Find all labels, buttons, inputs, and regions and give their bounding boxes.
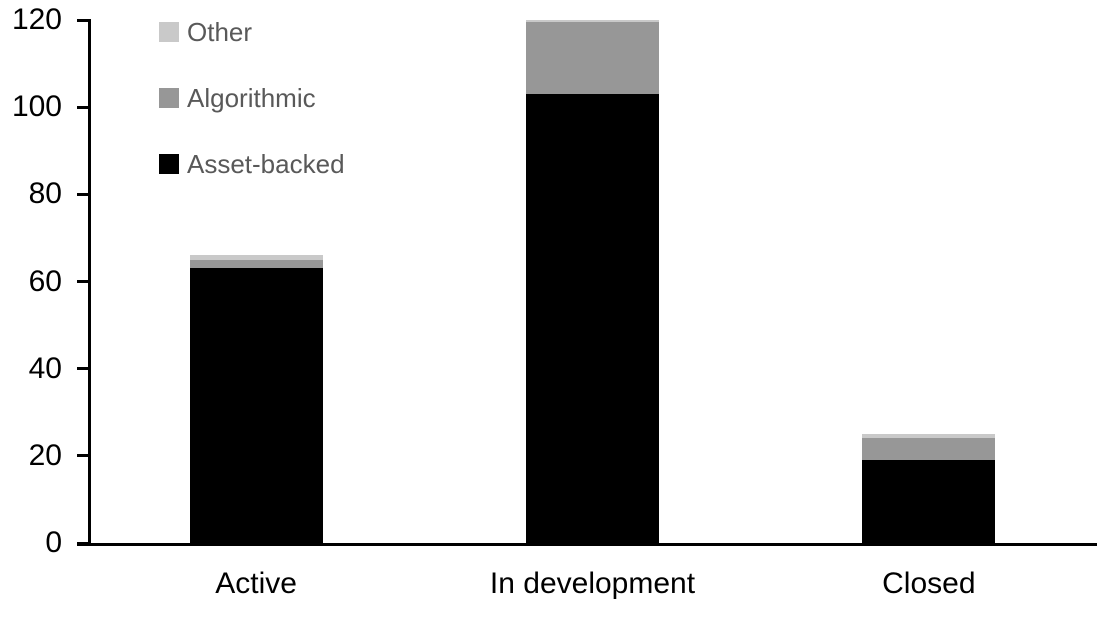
bar-closed [862,434,996,543]
y-axis-tick [77,367,91,371]
bar-segment-active-asset-backed [189,268,323,543]
y-axis-tick-label: 120 [11,3,62,36]
x-axis-label-active: Active [215,567,297,600]
y-axis-tick-label: 0 [45,526,62,559]
legend-label-other: Other [187,17,253,47]
x-axis-line [77,543,1097,546]
bar-top-edge [526,20,659,22]
legend-label-algorithmic: Algorithmic [187,83,316,113]
legend-swatch-algorithmic-icon [159,88,179,108]
bar-segment-closed-algorithmic [862,438,996,461]
y-axis-tick [77,18,91,22]
y-axis-tick-label: 60 [28,264,62,298]
bar-top-edge [862,434,996,437]
bar-segment-in-development-algorithmic [526,22,659,95]
legend-swatch-other-icon [159,22,179,42]
bar-active [189,255,323,543]
y-axis-tick [77,280,91,283]
y-axis-tick-label: 20 [28,438,62,472]
y-axis-tick [77,541,91,545]
y-axis-tick [77,454,91,458]
legend-item-asset-backed: Asset-backed [159,149,345,179]
legend-item-other: Other [159,17,253,47]
bar-segment-closed-asset-backed [862,460,996,543]
bar-segment-closed-other [862,436,996,439]
y-axis-line [88,20,91,546]
y-axis-tick [77,105,91,109]
x-axis-label-in-development: In development [489,567,696,600]
y-axis-tick-label: 40 [28,351,62,385]
y-axis-tick-label: 80 [28,177,62,211]
bar-top-edge [189,255,323,258]
legend-swatch-asset-backed-icon [159,154,179,174]
bar-segment-active-algorithmic [189,259,323,269]
bar-segment-active-other [189,257,323,260]
legend-item-algorithmic: Algorithmic [159,83,316,113]
y-axis-tick [77,192,91,196]
bar-in-development [526,20,659,543]
y-axis-tick-label: 100 [11,90,62,124]
legend-label-asset-backed: Asset-backed [187,149,345,179]
x-axis-label-closed: Closed [882,567,976,600]
bar-segment-in-development-asset-backed [526,94,659,543]
